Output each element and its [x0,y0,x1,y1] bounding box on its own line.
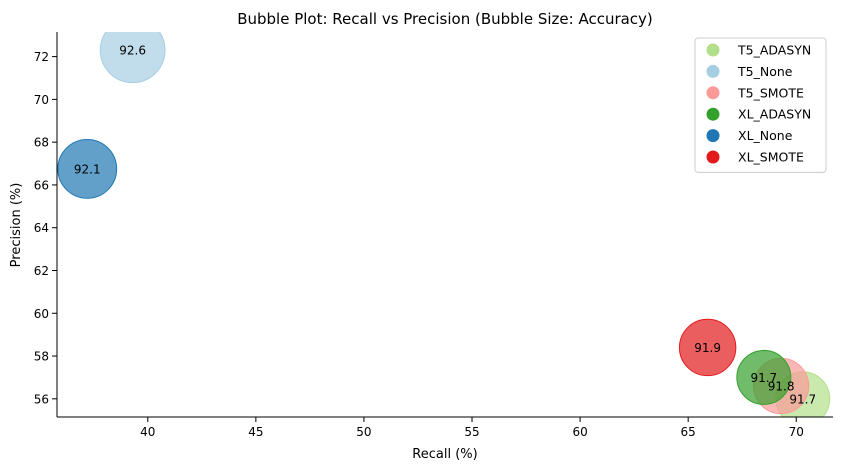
legend-entry: T5_ADASYN [737,43,811,58]
legend-entry: T5_SMOTE [737,85,804,100]
x-tick-label: 65 [681,425,696,439]
bubble-label: 91.9 [694,341,721,355]
y-tick-label: 58 [34,350,49,364]
y-tick-label: 70 [34,93,49,107]
x-tick-label: 70 [789,425,804,439]
x-tick-label: 40 [140,425,155,439]
bubble-t5-none [99,32,166,84]
legend-frame [694,37,827,173]
legend-marker [706,150,720,164]
y-tick-label: 68 [34,136,49,150]
legend-marker [706,129,720,143]
legend-entry: XL_SMOTE [738,150,804,165]
x-tick-label: 60 [572,425,587,439]
axes [56,32,833,418]
bubble-xl-none [57,138,118,199]
y-tick-label: 56 [34,392,49,406]
x-ticks: 40 45 50 55 60 65 70 [140,417,804,439]
legend-marker [706,107,720,121]
x-tick-label: 45 [248,425,263,439]
bubble-label: 91.8 [768,379,795,393]
y-tick-label: 62 [34,264,49,278]
y-tick-label: 72 [34,50,49,64]
y-tick-label: 60 [34,307,49,321]
x-tick-label: 55 [464,425,479,439]
bubble-label: 92.1 [74,162,101,176]
y-axis-label: Precision (%) [9,183,24,268]
y-tick-label: 66 [34,178,49,192]
bubble-label: 92.6 [119,44,146,58]
legend-marker [706,64,720,78]
chart-title: Bubble Plot: Recall vs Precision (Bubble… [237,10,653,28]
bubble-xl-smote [678,318,737,377]
legend-marker [706,86,720,100]
legend-entry: XL_None [738,128,793,143]
legend-entry: T5_None [737,64,793,79]
x-tick-label: 50 [356,425,371,439]
y-ticks: 56 58 60 62 64 66 68 70 72 [34,50,57,406]
bubble-xl-adasyn [736,349,792,405]
legend: T5_ADASYN T5_None T5_SMOTE XL_ADASYN XL_None… [694,37,827,173]
legend-entry: XL_ADASYN [738,107,811,122]
bubbles-layer [57,32,831,417]
bubble-label: 91.7 [789,392,816,406]
y-tick-label: 64 [34,221,49,235]
bubble-labels-layer: 91.7 92.6 91.891.7 92.1 91.9 [74,44,816,407]
x-axis-label: Recall (%) [412,447,477,462]
bubble-label: 91.7 [750,371,777,385]
legend-marker [706,43,720,57]
